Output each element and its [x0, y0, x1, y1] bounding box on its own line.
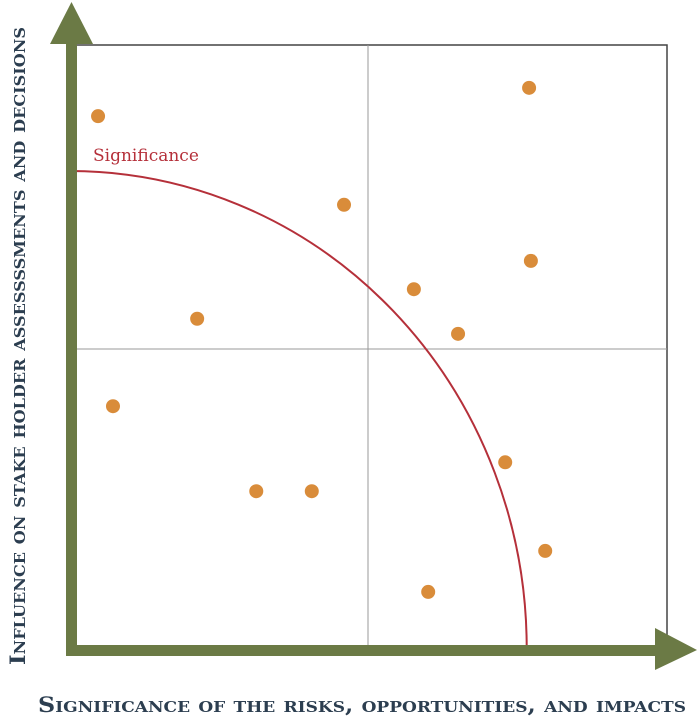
data-point-11 — [304, 484, 319, 499]
data-point-4 — [523, 253, 538, 268]
x-axis-label: Significance of the risks, opportunities… — [38, 692, 686, 717]
data-point-2 — [522, 80, 537, 95]
x-axis-arrowhead — [655, 628, 697, 670]
data-point-12 — [538, 543, 553, 558]
data-point-13 — [421, 584, 436, 599]
data-point-9 — [498, 455, 513, 470]
significance-curve — [69, 170, 528, 649]
data-point-6 — [190, 311, 205, 326]
y-axis-label: Influence on stake holder assessssments … — [5, 27, 30, 665]
data-point-10 — [249, 484, 264, 499]
data-point-7 — [451, 326, 466, 341]
x-axis-arrow-shaft — [66, 645, 666, 656]
data-point-5 — [406, 282, 421, 297]
significance-curve-label: Significance — [93, 146, 199, 166]
data-point-1 — [91, 109, 106, 124]
data-point-8 — [105, 399, 120, 414]
y-axis-arrowhead — [50, 2, 93, 44]
data-point-3 — [337, 197, 352, 212]
y-axis-arrow-shaft — [66, 40, 77, 656]
data-points — [91, 80, 553, 599]
